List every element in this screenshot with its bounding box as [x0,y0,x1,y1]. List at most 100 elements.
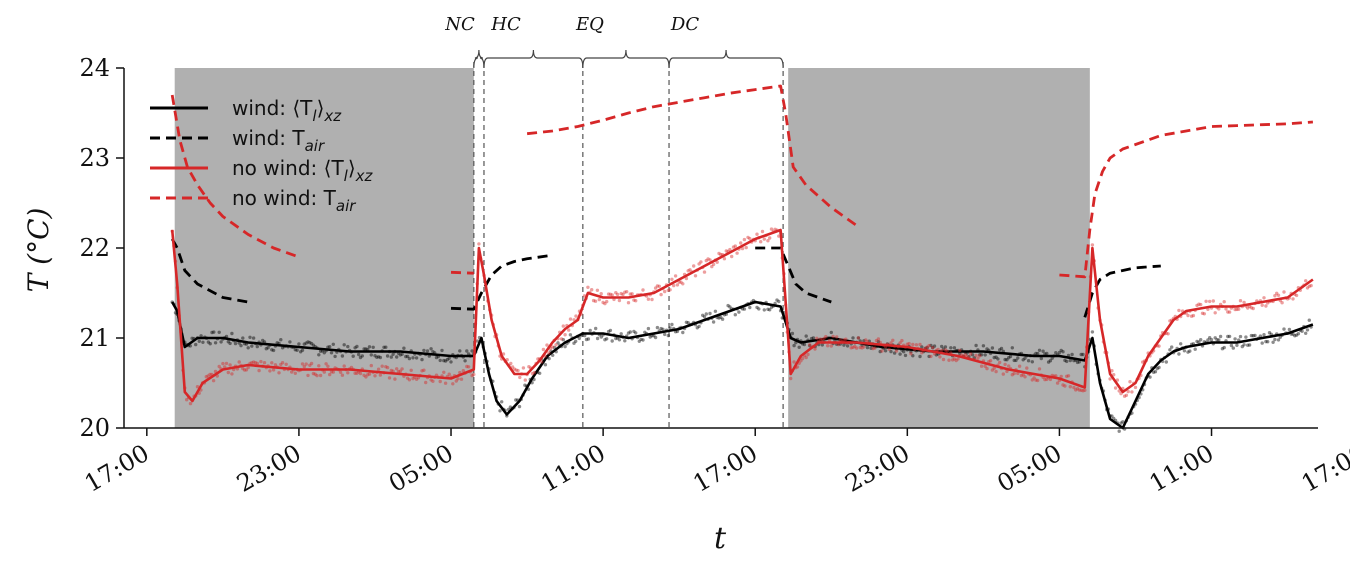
series-0-point [811,336,816,340]
series-0-point [711,320,716,324]
series-2-point [768,236,772,240]
series-2-point [442,370,446,374]
series-0-point [934,353,938,357]
series-2-point [1276,293,1281,297]
series-0-point [194,342,198,347]
series-0-point [411,356,415,360]
series-0-point [226,340,230,344]
series-0-point [306,340,310,344]
series-2-point [992,366,996,370]
series-2-point [724,249,728,253]
series-2-point [880,349,884,353]
series-0-point [255,344,259,349]
series-0-point [1226,334,1230,339]
series-0-point [614,336,618,341]
series-0-point [311,343,316,347]
series-2-point [731,245,736,249]
series-2-point [447,372,451,376]
series-0-point [1231,346,1236,350]
series-0-point [1003,357,1007,362]
phase-label-nc: NC [444,14,475,35]
series-0-point [1227,334,1232,339]
series-0-point [212,330,216,334]
series-0-point [1048,359,1053,363]
series-2-point [369,363,373,368]
series-2-point [1262,296,1266,300]
series-0-point [1157,365,1161,370]
series-2-point [925,345,929,349]
series-0-point [941,347,946,351]
series-0-point [422,348,426,353]
series-2-point [702,270,707,274]
series-2-point [262,361,267,365]
series-2-point [373,374,377,378]
series-2-point [655,284,660,288]
series-0-point [584,337,589,342]
series-0-point [970,353,975,357]
series-0-point [219,340,223,344]
series-2-point [431,379,435,383]
series-2-point [221,361,225,366]
series-2-point [733,244,737,248]
series-0-point [438,358,442,363]
series-0-point [304,341,308,345]
series-2-point [914,343,919,347]
series-2-point [831,334,835,339]
series-2-point [597,297,601,302]
series-2-point [279,362,283,367]
series-2-point [621,292,625,297]
series-2-point [887,347,891,351]
series-2-point [1017,364,1022,368]
series-0-point [1057,350,1062,355]
series-2-point [1226,310,1230,314]
series-2-point [769,227,774,231]
series-2-point [606,292,611,296]
series-0-point [1278,335,1283,339]
series-0-point [643,330,647,334]
series-0-point [447,356,451,360]
series-0-point [998,348,1002,352]
series-0-point [538,371,542,375]
series-2-point [1307,284,1312,288]
series-0-point [1271,340,1275,344]
series-0-point [266,346,270,350]
series-0-point [398,353,402,357]
dark-period-1 [788,68,1090,428]
series-2-point [313,372,317,376]
series-2-point [762,237,766,241]
series-2-point [1110,369,1114,373]
series-2-point [1294,293,1299,298]
series-2-point [1217,307,1221,311]
series-0-point [1300,329,1304,333]
series-2-point [666,288,670,292]
legend-label-0: wind: ⟨Tl⟩xz [232,96,342,125]
series-2-point [241,366,245,371]
series-2-point [657,284,661,288]
series-2-point [242,368,247,372]
series-2-point [755,232,759,236]
series-2-point [617,298,622,303]
series-2-point [956,357,960,361]
series-2-point [420,369,424,373]
series-0-point [681,330,685,335]
series-2-point [550,345,555,349]
series-0-point [389,355,393,359]
series-2-point [1068,385,1073,389]
series-0-point [1208,336,1212,340]
series-2-point [653,286,658,290]
series-2-point [766,239,770,243]
series-0-point [1188,349,1192,353]
series-2-point [270,361,274,365]
series-2-point [518,375,522,380]
series-0-point [792,343,796,348]
series-0-point [978,353,982,357]
series-0-point [1242,343,1246,347]
series-0-point [1021,358,1025,362]
series-2-point [1211,299,1216,303]
phase-label-dc: DC [670,14,699,35]
series-0-point [719,315,723,320]
series-2-point [237,360,241,364]
series-0-point [275,341,279,345]
series-2-point [318,373,323,378]
series-0-point [360,354,364,358]
